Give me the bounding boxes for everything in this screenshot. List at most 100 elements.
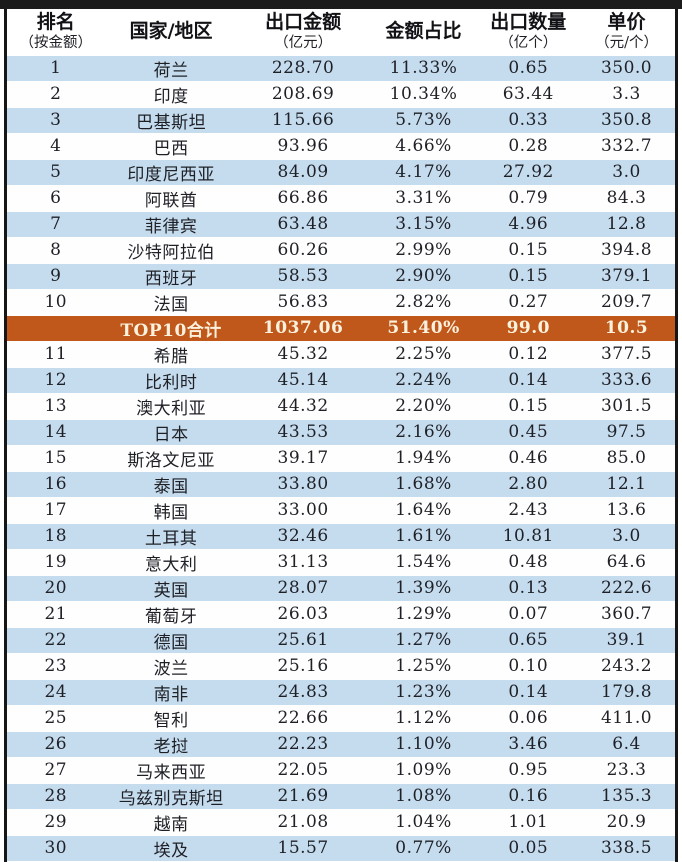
cell-share: 2.20% [368,393,479,420]
table-row-top10-total: TOP10合计 1037.06 51.40% 99.0 10.5 [7,315,675,342]
cell-country: 巴西 [104,133,238,160]
column-header-share: 金额占比 [368,9,479,56]
table-body: 1 荷兰 228.70 11.33% 0.65 350.0 2 印度 208.69 10.34% 6… [7,55,675,862]
cell-share: 1.64% [368,497,479,524]
cell-share: 1.12% [368,705,479,732]
column-title: 出口金额 [265,11,342,33]
cell-share: 5.73% [368,107,479,134]
cell-amount: 58.53 [237,263,369,290]
table-row-rank-18: 18 土耳其 32.46 1.61% 10.81 3.0 [7,523,675,550]
cell-rank: 22 [7,627,105,654]
cell-qty: 0.10 [478,653,579,680]
cell-price: 64.6 [578,549,675,576]
cell-country: 斯洛文尼亚 [104,445,238,472]
cell-price: 12.1 [578,471,675,498]
cell-amount: 93.96 [237,133,369,160]
cell-share: 2.82% [368,289,479,316]
cell-country: 荷兰 [104,55,238,82]
cell-price: 394.8 [578,237,675,264]
cell-qty: 0.65 [478,55,579,82]
table-row-rank-4: 4 巴西 93.96 4.66% 0.28 332.7 [7,133,675,160]
cell-rank: 20 [7,575,105,602]
cell-country: 澳大利亚 [104,393,238,420]
cell-country: 土耳其 [104,523,238,550]
cell-share: 1.29% [368,601,479,628]
cell-share: 1.08% [368,783,479,810]
cell-amount: 21.69 [237,783,369,810]
cell-qty: 0.45 [478,419,579,446]
cell-rank: 10 [7,289,105,316]
cell-price: 13.6 [578,497,675,524]
cell-rank [7,315,105,342]
cell-rank: 25 [7,705,105,732]
cell-qty: 0.05 [478,835,579,862]
cell-price: 243.2 [578,653,675,680]
cell-qty: 99.0 [478,315,579,342]
cell-country: 沙特阿拉伯 [104,237,238,264]
table-row-rank-25: 25 智利 22.66 1.12% 0.06 411.0 [7,705,675,732]
cell-amount: 66.86 [237,185,369,212]
cell-country: 日本 [104,419,238,446]
cell-rank: 23 [7,653,105,680]
table-row-rank-21: 21 葡萄牙 26.03 1.29% 0.07 360.7 [7,601,675,628]
cell-qty: 0.07 [478,601,579,628]
cell-country: 越南 [104,809,238,836]
cell-amount: 32.46 [237,523,369,550]
cell-amount: 45.32 [237,341,369,368]
table-row-rank-10: 10 法国 56.83 2.82% 0.27 209.7 [7,289,675,316]
cell-price: 6.4 [578,731,675,758]
cell-rank: 7 [7,211,105,238]
cell-qty: 0.15 [478,393,579,420]
table-row-rank-23: 23 波兰 25.16 1.25% 0.10 243.2 [7,653,675,680]
table-row-rank-24: 24 南非 24.83 1.23% 0.14 179.8 [7,679,675,706]
cell-qty: 0.65 [478,627,579,654]
cell-rank: 18 [7,523,105,550]
cell-price: 84.3 [578,185,675,212]
cell-qty: 63.44 [478,81,579,108]
column-header-amount: 出口金额 （亿元） [237,9,369,56]
cell-share: 2.90% [368,263,479,290]
cell-country: 印度尼西亚 [104,159,238,186]
cell-amount: 56.83 [237,289,369,316]
column-subtitle: （元/个） [595,34,658,51]
table-row-rank-11: 11 希腊 45.32 2.25% 0.12 377.5 [7,341,675,368]
cell-rank: 5 [7,159,105,186]
table-row-rank-7: 7 菲律宾 63.48 3.15% 4.96 12.8 [7,211,675,238]
cell-share: 4.66% [368,133,479,160]
column-subtitle: （亿元） [274,34,333,51]
table-row-rank-15: 15 斯洛文尼亚 39.17 1.94% 0.46 85.0 [7,445,675,472]
cell-rank: 21 [7,601,105,628]
table-row-rank-26: 26 老挝 22.23 1.10% 3.46 6.4 [7,731,675,758]
table-row-rank-27: 27 马来西亚 22.05 1.09% 0.95 23.3 [7,757,675,784]
table-row-rank-28: 28 乌兹别克斯坦 21.69 1.08% 0.16 135.3 [7,783,675,810]
cell-share: 1.27% [368,627,479,654]
cell-qty: 27.92 [478,159,579,186]
cell-share: 1.10% [368,731,479,758]
cell-price: 350.8 [578,107,675,134]
table-header: 排名 （按金额） 国家/地区 出口金额 （亿元） 金额占比 出口数量 （亿个） 单价 （元/个） [7,9,675,56]
cell-qty: 0.95 [478,757,579,784]
cell-rank: 9 [7,263,105,290]
cell-amount: 63.48 [237,211,369,238]
cell-share: 1.04% [368,809,479,836]
table-row-rank-8: 8 沙特阿拉伯 60.26 2.99% 0.15 394.8 [7,237,675,264]
column-title: 出口数量 [490,11,567,33]
cell-price: 97.5 [578,419,675,446]
cell-qty: 1.01 [478,809,579,836]
table-row-rank-19: 19 意大利 31.13 1.54% 0.48 64.6 [7,549,675,576]
cell-rank: 24 [7,679,105,706]
cell-qty: 0.14 [478,367,579,394]
cell-qty: 0.33 [478,107,579,134]
cell-qty: 0.16 [478,783,579,810]
cell-share: 4.17% [368,159,479,186]
cell-country: 德国 [104,627,238,654]
cell-amount: 26.03 [237,601,369,628]
cell-share: 1.94% [368,445,479,472]
cell-share: 1.23% [368,679,479,706]
cell-rank: 13 [7,393,105,420]
cell-rank: 11 [7,341,105,368]
table-row-rank-20: 20 英国 28.07 1.39% 0.13 222.6 [7,575,675,602]
cell-country: 葡萄牙 [104,601,238,628]
cell-share: 2.99% [368,237,479,264]
cell-amount: 39.17 [237,445,369,472]
